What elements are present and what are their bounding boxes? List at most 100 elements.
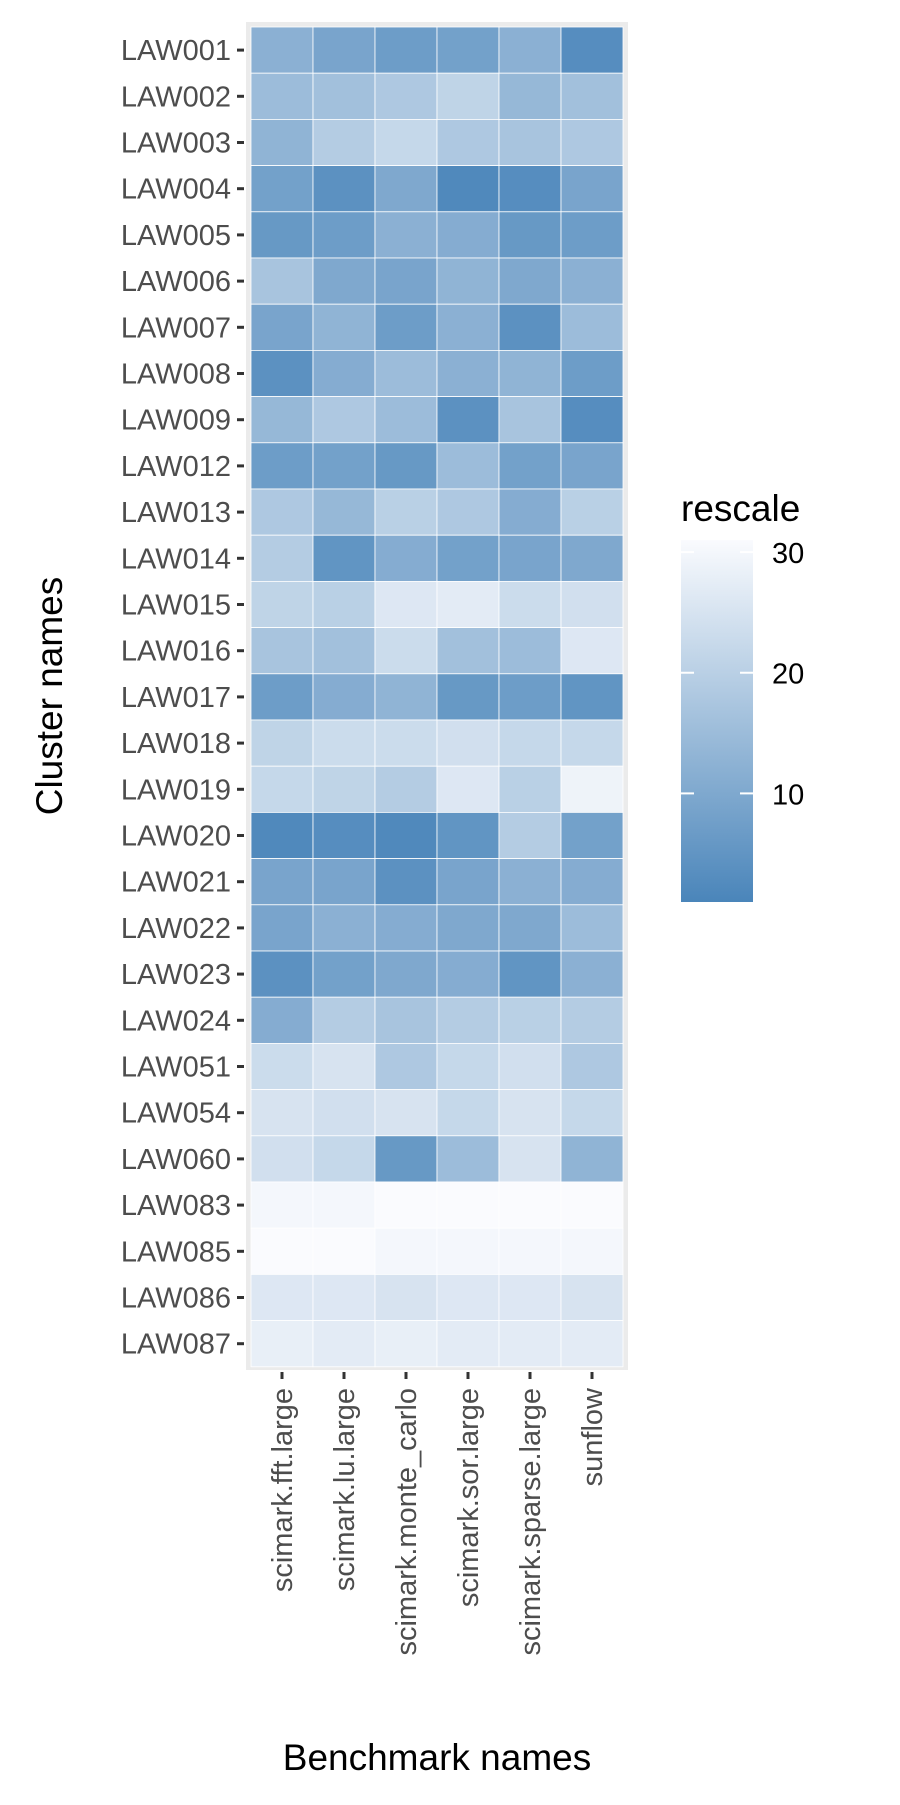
heatmap-cell bbox=[374, 673, 438, 721]
heatmap-cell bbox=[560, 812, 624, 860]
heatmap-cell bbox=[498, 119, 562, 167]
heatmap-cell bbox=[436, 442, 500, 490]
y-tick-label: LAW024 bbox=[121, 1005, 231, 1037]
heatmap-cell bbox=[436, 1227, 500, 1275]
x-axis: scimark.fft.large scimark.lu.large scimark… bbox=[267, 1372, 609, 1656]
heatmap-cell bbox=[436, 1135, 500, 1183]
heatmap-cell bbox=[312, 950, 376, 998]
heatmap-cell bbox=[250, 1089, 314, 1137]
heatmap-cell bbox=[312, 26, 376, 74]
heatmap-cell bbox=[374, 812, 438, 860]
heatmap-cell bbox=[498, 442, 562, 490]
y-tick-label: LAW002 bbox=[121, 81, 231, 113]
y-tick-label: LAW022 bbox=[121, 913, 231, 945]
heatmap-cell bbox=[250, 165, 314, 213]
heatmap-cell bbox=[560, 442, 624, 490]
y-tick-label: LAW020 bbox=[121, 821, 231, 853]
heatmap-cell bbox=[312, 1227, 376, 1275]
heatmap-cell bbox=[498, 1181, 562, 1229]
heatmap-cell bbox=[250, 257, 314, 305]
heatmap-cell bbox=[250, 488, 314, 536]
heatmap-cell bbox=[498, 1089, 562, 1137]
y-tick-label: LAW083 bbox=[121, 1190, 231, 1222]
heatmap-cell bbox=[498, 488, 562, 536]
heatmap-cell bbox=[312, 812, 376, 860]
heatmap-cell bbox=[374, 950, 438, 998]
legend-break-label: 10 bbox=[772, 779, 804, 811]
heatmap-cell bbox=[312, 1181, 376, 1229]
heatmap-cell bbox=[436, 72, 500, 120]
heatmap-cell bbox=[560, 303, 624, 351]
heatmap-cell bbox=[374, 165, 438, 213]
heatmap-cell bbox=[374, 211, 438, 259]
heatmap-cell bbox=[250, 904, 314, 952]
y-tick-label: LAW009 bbox=[121, 405, 231, 437]
y-tick-label: LAW004 bbox=[121, 174, 231, 206]
heatmap-cell bbox=[498, 996, 562, 1044]
heatmap-cell bbox=[498, 72, 562, 120]
heatmap-cell bbox=[560, 673, 624, 721]
heatmap-cell bbox=[312, 1043, 376, 1091]
heatmap-cell bbox=[436, 673, 500, 721]
y-axis-title: Cluster names bbox=[29, 577, 70, 816]
heatmap-cell bbox=[374, 396, 438, 444]
heatmap-cell bbox=[312, 1274, 376, 1322]
x-tick-label: scimark.sor.large bbox=[453, 1388, 485, 1607]
heatmap-cell bbox=[250, 1227, 314, 1275]
heatmap-cell bbox=[250, 303, 314, 351]
heatmap-cell bbox=[498, 257, 562, 305]
y-tick-label: LAW087 bbox=[121, 1329, 231, 1361]
heatmap-cell bbox=[560, 119, 624, 167]
heatmap-cell bbox=[498, 765, 562, 813]
heatmap-cell bbox=[436, 1089, 500, 1137]
heatmap-cell bbox=[560, 765, 624, 813]
y-tick-label: LAW016 bbox=[121, 636, 231, 668]
heatmap-cell bbox=[560, 165, 624, 213]
y-tick-label: LAW054 bbox=[121, 1098, 231, 1130]
heatmap-cell bbox=[312, 534, 376, 582]
heatmap-cell bbox=[250, 396, 314, 444]
legend-colorbar bbox=[681, 540, 753, 902]
x-tick-label: scimark.lu.large bbox=[329, 1388, 361, 1591]
heatmap-cell bbox=[250, 950, 314, 998]
heatmap-cell bbox=[374, 1135, 438, 1183]
heatmap-cell bbox=[498, 534, 562, 582]
heatmap-cell bbox=[374, 765, 438, 813]
heatmap-cell bbox=[498, 858, 562, 906]
heatmap-cell bbox=[374, 858, 438, 906]
heatmap-cell bbox=[250, 765, 314, 813]
heatmap-cell bbox=[312, 396, 376, 444]
heatmap-cell bbox=[436, 488, 500, 536]
heatmap-cell bbox=[436, 1043, 500, 1091]
legend-break-label: 20 bbox=[772, 659, 804, 691]
legend: rescale 10 20 30 bbox=[681, 488, 804, 902]
heatmap-cell bbox=[436, 581, 500, 629]
heatmap-cell bbox=[560, 349, 624, 397]
heatmap-cell bbox=[560, 26, 624, 74]
heatmap-cell bbox=[498, 812, 562, 860]
heatmap-cell bbox=[498, 1227, 562, 1275]
heatmap-cell bbox=[250, 119, 314, 167]
heatmap-cell bbox=[312, 303, 376, 351]
heatmap-cell bbox=[250, 581, 314, 629]
heatmap-cell bbox=[560, 534, 624, 582]
heatmap-cell bbox=[374, 26, 438, 74]
heatmap-cell bbox=[374, 996, 438, 1044]
heatmap-cell bbox=[436, 349, 500, 397]
heatmap-cell bbox=[498, 673, 562, 721]
heatmap-cell bbox=[560, 1089, 624, 1137]
heatmap-cell bbox=[250, 26, 314, 74]
heatmap-cell bbox=[498, 349, 562, 397]
heatmap-cell bbox=[560, 1274, 624, 1322]
heatmap-cell bbox=[498, 719, 562, 767]
heatmap-cell bbox=[436, 812, 500, 860]
legend-title: rescale bbox=[681, 488, 800, 529]
heatmap-cell bbox=[374, 1274, 438, 1322]
heatmap-cell bbox=[436, 858, 500, 906]
y-tick-label: LAW021 bbox=[121, 867, 231, 899]
y-tick-label: LAW014 bbox=[121, 543, 231, 575]
heatmap-cell bbox=[374, 719, 438, 767]
heatmap-cell bbox=[560, 858, 624, 906]
